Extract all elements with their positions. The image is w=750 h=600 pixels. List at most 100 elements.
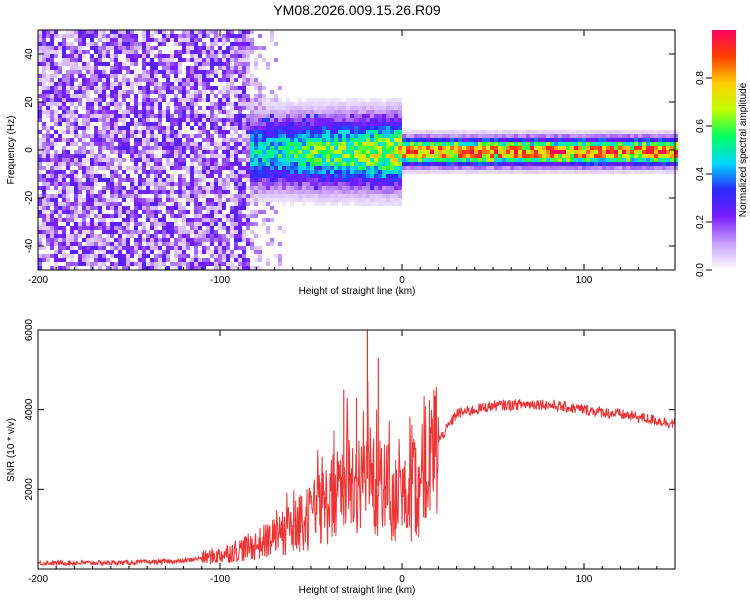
heat-cell <box>518 150 522 154</box>
heat-cell <box>346 146 350 150</box>
heat-cell <box>54 30 58 34</box>
heat-cell <box>102 86 106 90</box>
heat-cell <box>106 86 110 90</box>
heat-cell <box>186 94 190 98</box>
heat-cell <box>218 226 222 230</box>
heat-cell <box>294 102 298 106</box>
heat-cell <box>218 50 222 54</box>
heat-cell <box>450 134 454 138</box>
heat-cell <box>430 134 434 138</box>
heat-cell <box>378 198 382 202</box>
heat-cell <box>262 202 266 206</box>
heat-cell <box>358 138 362 142</box>
heat-cell <box>426 158 430 162</box>
heat-cell <box>318 106 322 110</box>
heat-cell <box>122 230 126 234</box>
heat-cell <box>158 258 162 262</box>
heat-cell <box>134 74 138 78</box>
heat-cell <box>142 190 146 194</box>
heat-cell <box>582 146 586 150</box>
heat-cell <box>178 54 182 58</box>
heat-cell <box>102 226 106 230</box>
heat-cell <box>70 234 74 238</box>
heat-cell <box>614 130 618 134</box>
heat-cell <box>302 194 306 198</box>
heat-cell <box>146 42 150 46</box>
heat-cell <box>350 98 354 102</box>
heat-cell <box>602 170 606 174</box>
heat-cell <box>238 134 242 138</box>
heat-cell <box>138 230 142 234</box>
heat-cell <box>158 146 162 150</box>
heat-cell <box>198 234 202 238</box>
heat-cell <box>38 130 42 134</box>
heat-cell <box>270 198 274 202</box>
heat-cell <box>226 118 230 122</box>
heat-cell <box>70 230 74 234</box>
heat-cell <box>74 222 78 226</box>
heat-cell <box>138 90 142 94</box>
heat-cell <box>226 218 230 222</box>
heat-cell <box>54 94 58 98</box>
heat-cell <box>78 182 82 186</box>
heat-cell <box>194 242 198 246</box>
heat-cell <box>114 266 118 270</box>
heat-cell <box>342 106 346 110</box>
heat-cell <box>110 182 114 186</box>
heat-cell <box>170 54 174 58</box>
heat-cell <box>374 154 378 158</box>
heat-cell <box>362 146 366 150</box>
heat-cell <box>90 58 94 62</box>
heat-cell <box>74 54 78 58</box>
heat-cell <box>346 122 350 126</box>
heat-cell <box>530 142 534 146</box>
heat-cell <box>238 238 242 242</box>
heat-cell <box>186 238 190 242</box>
heat-cell <box>146 162 150 166</box>
heat-cell <box>246 42 250 46</box>
heat-cell <box>294 158 298 162</box>
heat-cell <box>146 110 150 114</box>
heat-cell <box>394 186 398 190</box>
heat-cell <box>162 214 166 218</box>
heat-cell <box>234 206 238 210</box>
heat-cell <box>242 166 246 170</box>
heat-cell <box>574 150 578 154</box>
heat-cell <box>210 174 214 178</box>
heat-cell <box>210 226 214 230</box>
heat-cell <box>58 246 62 250</box>
heat-cell <box>98 86 102 90</box>
heat-cell <box>202 118 206 122</box>
heat-cell <box>162 250 166 254</box>
heat-cell <box>262 106 266 110</box>
heat-cell <box>298 178 302 182</box>
heat-cell <box>394 138 398 142</box>
heat-cell <box>422 138 426 142</box>
heat-cell <box>330 170 334 174</box>
heat-cell <box>250 186 254 190</box>
heat-cell <box>198 206 202 210</box>
heat-cell <box>286 142 290 146</box>
heat-cell <box>46 238 50 242</box>
heat-cell <box>218 106 222 110</box>
heat-cell <box>374 110 378 114</box>
heat-cell <box>170 30 174 34</box>
heat-cell <box>142 46 146 50</box>
heat-cell <box>114 30 118 34</box>
heat-cell <box>470 130 474 134</box>
heat-cell <box>330 138 334 142</box>
heat-cell <box>190 266 194 270</box>
heat-cell <box>202 130 206 134</box>
heat-cell <box>274 118 278 122</box>
heat-cell <box>510 142 514 146</box>
heat-cell <box>374 146 378 150</box>
heat-cell <box>386 182 390 186</box>
heat-cell <box>662 142 666 146</box>
heat-cell <box>618 170 622 174</box>
heat-cell <box>306 106 310 110</box>
heat-cell <box>278 198 282 202</box>
heat-cell <box>254 98 258 102</box>
heat-cell <box>638 138 642 142</box>
heat-cell <box>194 170 198 174</box>
heat-cell <box>230 266 234 270</box>
